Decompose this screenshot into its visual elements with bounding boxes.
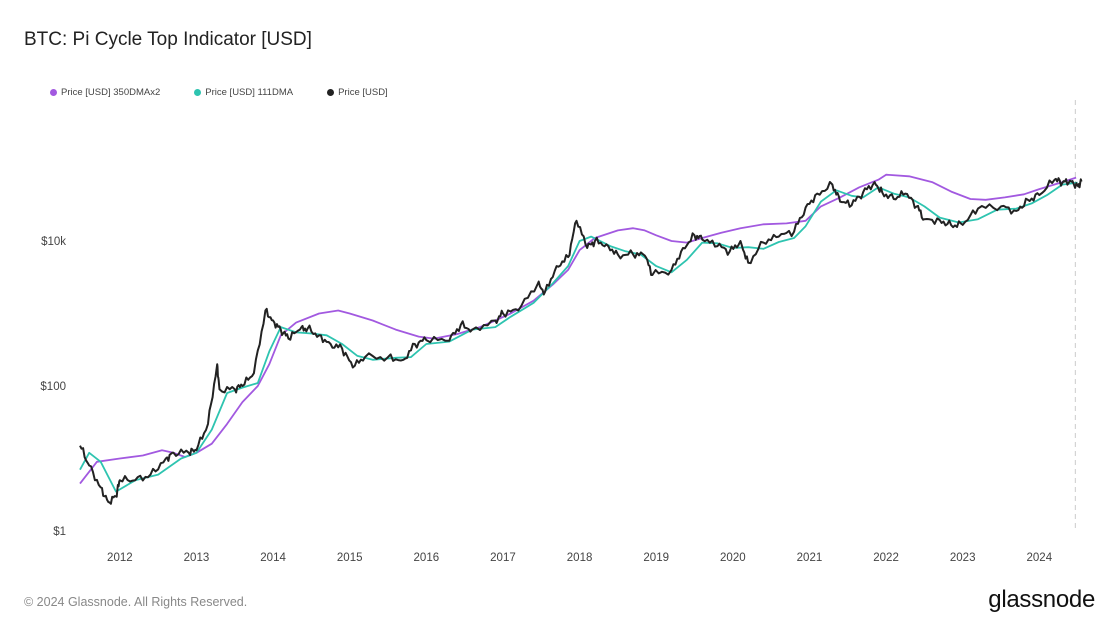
legend-dot-icon	[194, 89, 202, 96]
legend-label: Price [USD]	[338, 87, 388, 98]
chart-title: BTC: Pi Cycle Top Indicator [USD]	[24, 29, 312, 50]
legend-dot-icon	[50, 89, 57, 96]
legend-item-350dma[interactable]: Price [USD] 350DMAx2	[50, 87, 160, 98]
x-tick-label: 2017	[490, 552, 516, 564]
legend: Price [USD] 350DMAx2 Price [USD] 111DMA …	[50, 87, 388, 98]
x-tick-label: 2020	[720, 552, 746, 564]
legend-item-111dma[interactable]: Price [USD] 111DMA	[194, 87, 293, 98]
y-tick-label: $100	[40, 381, 66, 393]
x-tick-label: 2019	[643, 552, 669, 564]
x-tick-label: 2023	[950, 552, 976, 564]
x-tick-label: 2018	[567, 552, 593, 564]
copyright: © 2024 Glassnode. All Rights Reserved.	[24, 595, 248, 609]
legend-item-price[interactable]: Price [USD]	[327, 87, 388, 98]
x-tick-label: 2021	[797, 552, 823, 564]
x-tick-label: 2022	[873, 552, 899, 564]
legend-label: Price [USD] 350DMAx2	[61, 87, 161, 98]
glassnode-logo: glassnode	[988, 586, 1095, 613]
x-tick-label: 2016	[414, 552, 440, 564]
legend-dot-icon	[327, 89, 335, 96]
x-tick-label: 2014	[260, 552, 286, 564]
x-tick-label: 2024	[1027, 552, 1053, 564]
y-tick-label: $1	[53, 526, 66, 538]
series-line-0	[79, 173, 1077, 485]
x-tick-label: 2012	[107, 552, 133, 564]
series-line-2	[79, 177, 1083, 505]
x-tick-label: 2013	[184, 552, 210, 564]
legend-label: Price [USD] 111DMA	[205, 87, 294, 98]
x-tick-label: 2015	[337, 552, 363, 564]
y-tick-label: $10k	[41, 236, 66, 248]
series-line-1	[79, 181, 1078, 493]
